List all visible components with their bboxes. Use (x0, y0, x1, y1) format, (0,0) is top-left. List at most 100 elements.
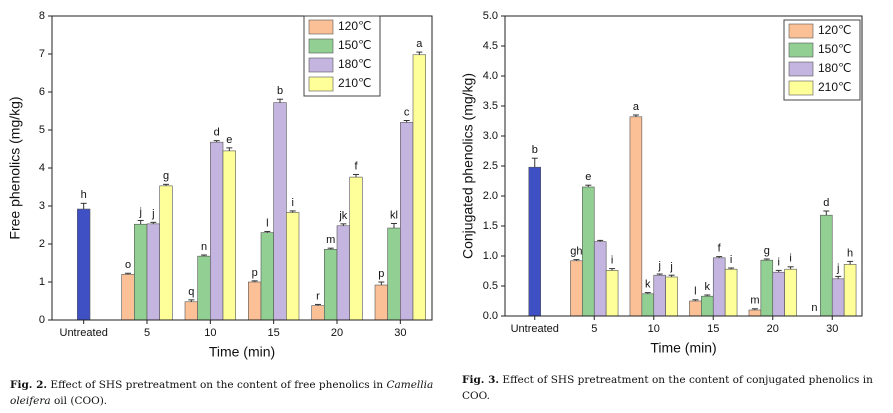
bar (820, 214, 833, 317)
bar (784, 268, 797, 317)
legend-label: 150℃ (338, 38, 372, 52)
y-tick-label: 5 (39, 124, 45, 136)
y-tick-label: 3.0 (483, 130, 498, 142)
significance-letter: i (777, 256, 779, 268)
y-tick-label: 0.0 (483, 310, 498, 322)
bar (528, 166, 541, 317)
bar (831, 278, 845, 317)
significance-letter: j (669, 261, 672, 273)
significance-letter: k (705, 281, 711, 293)
bar (184, 301, 198, 321)
significance-letter: c (404, 106, 410, 118)
plot-frame (51, 15, 433, 321)
significance-letter: r (316, 290, 320, 302)
bar (748, 309, 762, 317)
legend-swatch (788, 61, 814, 77)
x-tick-label: 15 (268, 327, 280, 339)
significance-letter: p (378, 268, 384, 280)
significance-letter: j (151, 208, 154, 220)
y-tick-label: 1.5 (483, 220, 498, 232)
legend-label: 120℃ (818, 23, 852, 37)
legend-swatch (308, 38, 334, 54)
y-tick-label: 2 (39, 238, 45, 250)
x-tick-label: 30 (826, 323, 838, 335)
y-tick-label: 6 (39, 86, 45, 98)
caption-text: Effect of SHS pretreatment on the conten… (50, 379, 387, 391)
x-tick-label: 5 (144, 327, 150, 339)
significance-letter: m (750, 295, 759, 307)
y-tick-label: 8 (39, 10, 45, 22)
bar (712, 257, 726, 317)
bar (582, 186, 595, 317)
x-tick-label: 10 (204, 327, 216, 339)
bar (146, 223, 160, 321)
caption: Fig. 2. Effect of SHS pretreatment on th… (10, 377, 440, 409)
legend-swatch (788, 42, 814, 58)
bar (248, 281, 262, 321)
significance-letter: kl (390, 209, 398, 221)
legend-swatch (308, 57, 334, 73)
bar (210, 141, 224, 321)
significance-letter: i (611, 255, 613, 267)
caption-text: Effect of SHS pretreatment on the conten… (462, 374, 877, 402)
significance-letter: jk (338, 210, 347, 222)
significance-letter: f (718, 243, 722, 255)
y-tick-label: 1.0 (483, 250, 498, 262)
x-tick-label: 5 (591, 323, 597, 335)
y-tick-label: 2.5 (483, 160, 498, 172)
significance-letter: j (836, 262, 839, 274)
bar (336, 225, 350, 321)
bar (374, 284, 388, 321)
significance-letter: j (657, 260, 660, 272)
bar (689, 300, 702, 317)
bar (273, 102, 287, 321)
bar (701, 295, 714, 317)
bar (311, 305, 325, 321)
bar (724, 268, 738, 317)
bar (570, 260, 583, 317)
caption-italic: Camellia oleifera (10, 379, 437, 407)
legend-swatch (788, 23, 814, 39)
significance-letter: h (81, 189, 87, 201)
significance-letter: h (847, 247, 853, 259)
x-tick-label: 15 (707, 323, 719, 335)
bar (760, 259, 774, 317)
significance-letter: i (291, 197, 293, 209)
caption: Fig. 3. Effect of SHS pretreatment on th… (462, 372, 887, 404)
y-tick-label: 4.5 (483, 40, 498, 52)
y-tick-label: 1 (39, 276, 45, 288)
plot-frame (504, 15, 863, 317)
y-tick-label: 4.0 (483, 70, 498, 82)
legend-label: 150℃ (818, 42, 852, 56)
y-tick-label: 3 (39, 200, 45, 212)
x-axis-label: Time (min) (209, 344, 275, 360)
significance-letter: a (633, 101, 640, 113)
caption-text: oil (COO). (50, 395, 108, 407)
x-tick-label: Untreated (511, 323, 559, 335)
bar (222, 150, 236, 321)
x-tick-label: 20 (331, 327, 343, 339)
significance-letter: n (811, 302, 817, 314)
significance-letter: i (789, 253, 791, 265)
bar (324, 249, 338, 321)
significance-letter: l (694, 286, 696, 298)
legend-label: 120℃ (338, 19, 372, 33)
y-tick-label: 5.0 (483, 10, 498, 22)
x-tick-label: Untreated (60, 327, 108, 339)
legend-swatch (308, 76, 334, 92)
significance-letter: l (266, 217, 268, 229)
significance-letter: m (326, 234, 335, 246)
x-axis-label: Time (min) (650, 340, 716, 356)
x-tick-label: 10 (648, 323, 660, 335)
bar (593, 241, 607, 317)
bar (387, 227, 401, 321)
significance-letter: g (163, 170, 169, 182)
y-tick-label: 3.5 (483, 100, 498, 112)
bar (260, 232, 274, 321)
y-tick-label: 0.5 (483, 280, 498, 292)
bar (121, 274, 135, 321)
significance-letter: gh (570, 246, 582, 258)
significance-letter: q (188, 286, 194, 298)
